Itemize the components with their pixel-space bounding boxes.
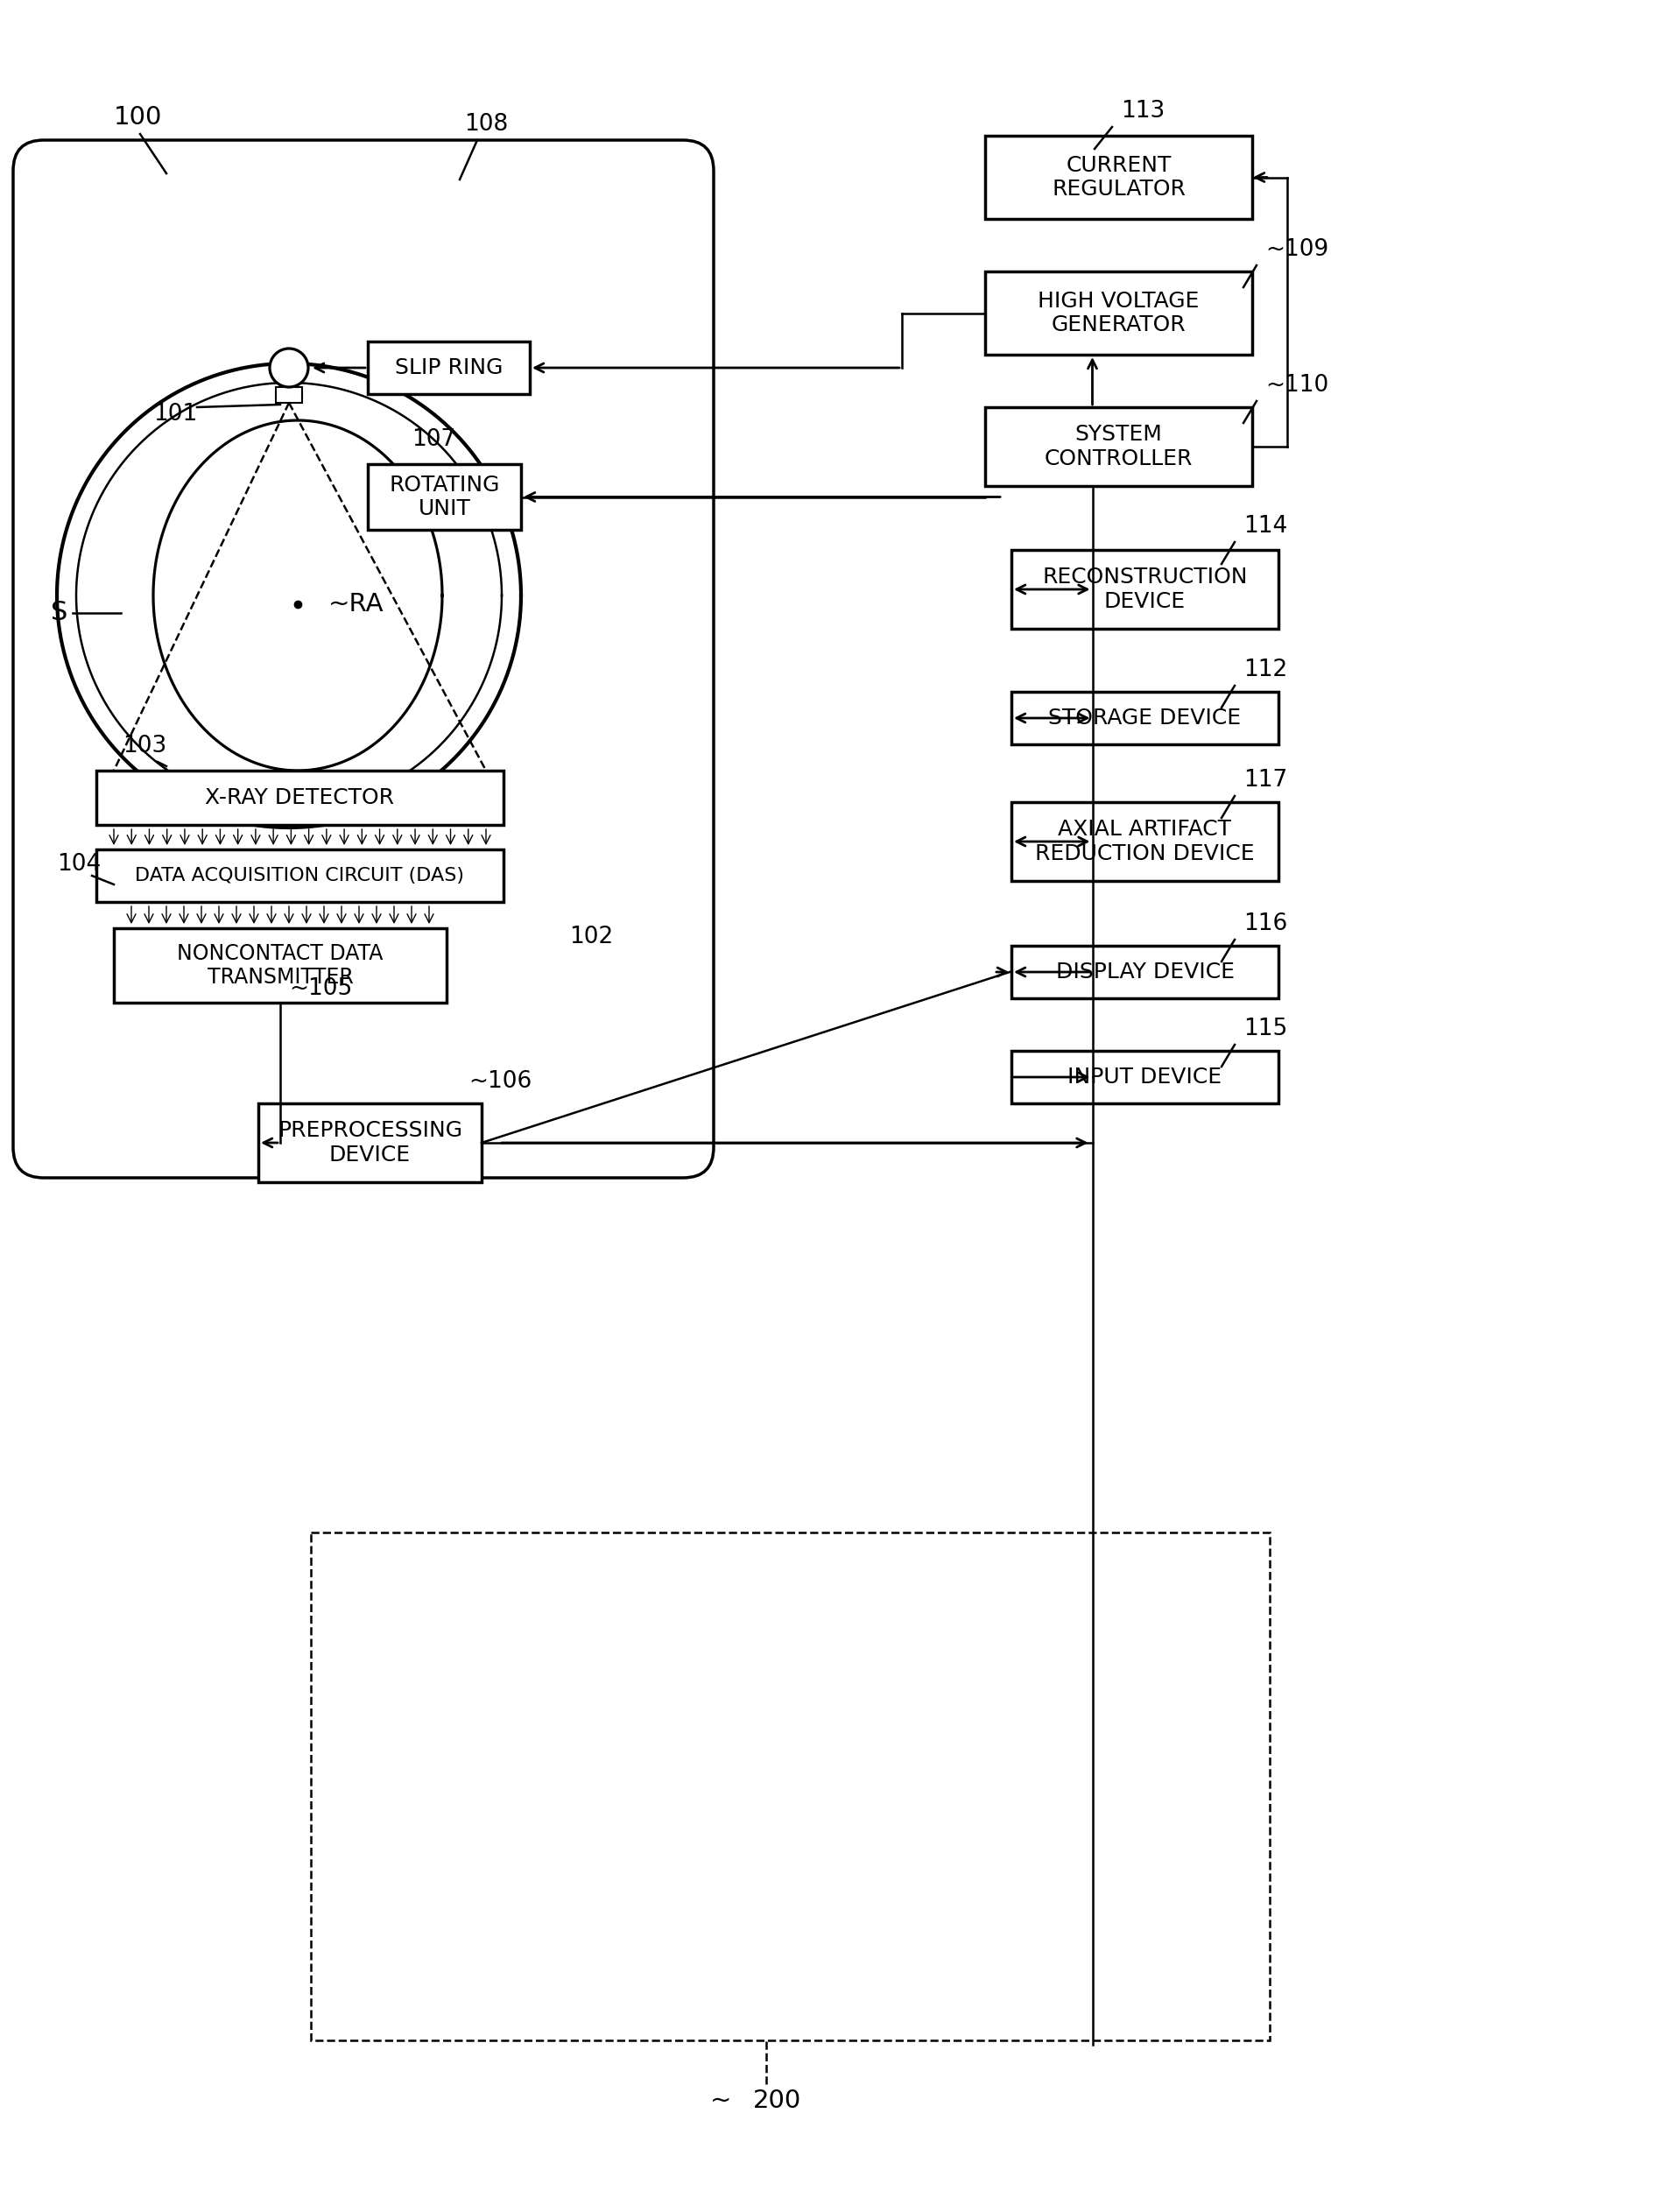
Bar — [96, 770, 503, 825]
Bar — [114, 929, 446, 1002]
Text: ~110: ~110 — [1265, 374, 1329, 396]
Bar — [258, 1104, 481, 1181]
Text: 112: 112 — [1244, 659, 1287, 681]
Text: 104: 104 — [57, 854, 101, 876]
Text: 107: 107 — [412, 429, 456, 451]
Text: 116: 116 — [1244, 914, 1287, 936]
Text: S: S — [50, 599, 67, 626]
Text: NONCONTACT DATA
TRANSMITTER: NONCONTACT DATA TRANSMITTER — [178, 942, 384, 989]
Text: 200: 200 — [753, 2088, 801, 2112]
Text: 102: 102 — [570, 925, 613, 949]
Bar — [96, 849, 503, 902]
Text: ~105: ~105 — [288, 978, 352, 1000]
Text: PREPROCESSING
DEVICE: PREPROCESSING DEVICE — [278, 1119, 463, 1166]
Text: ~106: ~106 — [469, 1071, 531, 1093]
Text: HIGH VOLTAGE
GENERATOR: HIGH VOLTAGE GENERATOR — [1037, 290, 1200, 336]
FancyBboxPatch shape — [13, 139, 714, 1177]
Bar — [985, 272, 1252, 354]
Text: 117: 117 — [1244, 770, 1287, 792]
Text: STORAGE DEVICE: STORAGE DEVICE — [1049, 708, 1242, 728]
Text: ~RA: ~RA — [328, 593, 384, 617]
Text: 114: 114 — [1244, 515, 1287, 538]
Text: 115: 115 — [1244, 1018, 1287, 1040]
Text: X-RAY DETECTOR: X-RAY DETECTOR — [206, 787, 394, 807]
Text: ROTATING
UNIT: ROTATING UNIT — [389, 473, 499, 520]
Text: 113: 113 — [1121, 100, 1165, 122]
Bar — [367, 341, 530, 394]
Text: AXIAL ARTIFACT
REDUCTION DEVICE: AXIAL ARTIFACT REDUCTION DEVICE — [1036, 818, 1255, 865]
Text: RECONSTRUCTION
DEVICE: RECONSTRUCTION DEVICE — [1042, 566, 1247, 613]
Text: 101: 101 — [153, 403, 198, 425]
Bar — [277, 387, 302, 403]
Text: CURRENT
REGULATOR: CURRENT REGULATOR — [1053, 155, 1185, 199]
Bar — [1011, 803, 1279, 880]
Text: 103: 103 — [122, 734, 166, 757]
Bar — [985, 135, 1252, 219]
Bar — [1011, 551, 1279, 628]
Text: SLIP RING: SLIP RING — [396, 358, 503, 378]
Text: DISPLAY DEVICE: DISPLAY DEVICE — [1056, 962, 1234, 982]
Text: ~: ~ — [709, 2088, 731, 2112]
Text: SYSTEM
CONTROLLER: SYSTEM CONTROLLER — [1044, 425, 1193, 469]
Text: 100: 100 — [114, 106, 163, 131]
Bar — [310, 1533, 1270, 2039]
Bar — [985, 407, 1252, 487]
Bar — [1011, 692, 1279, 745]
Bar — [1011, 1051, 1279, 1104]
Text: 108: 108 — [464, 113, 508, 135]
Text: INPUT DEVICE: INPUT DEVICE — [1068, 1066, 1222, 1088]
Bar — [367, 465, 521, 531]
Circle shape — [270, 349, 308, 387]
Bar — [1011, 947, 1279, 998]
Text: ~109: ~109 — [1265, 239, 1329, 261]
Text: DATA ACQUISITION CIRCUIT (DAS): DATA ACQUISITION CIRCUIT (DAS) — [136, 867, 464, 885]
